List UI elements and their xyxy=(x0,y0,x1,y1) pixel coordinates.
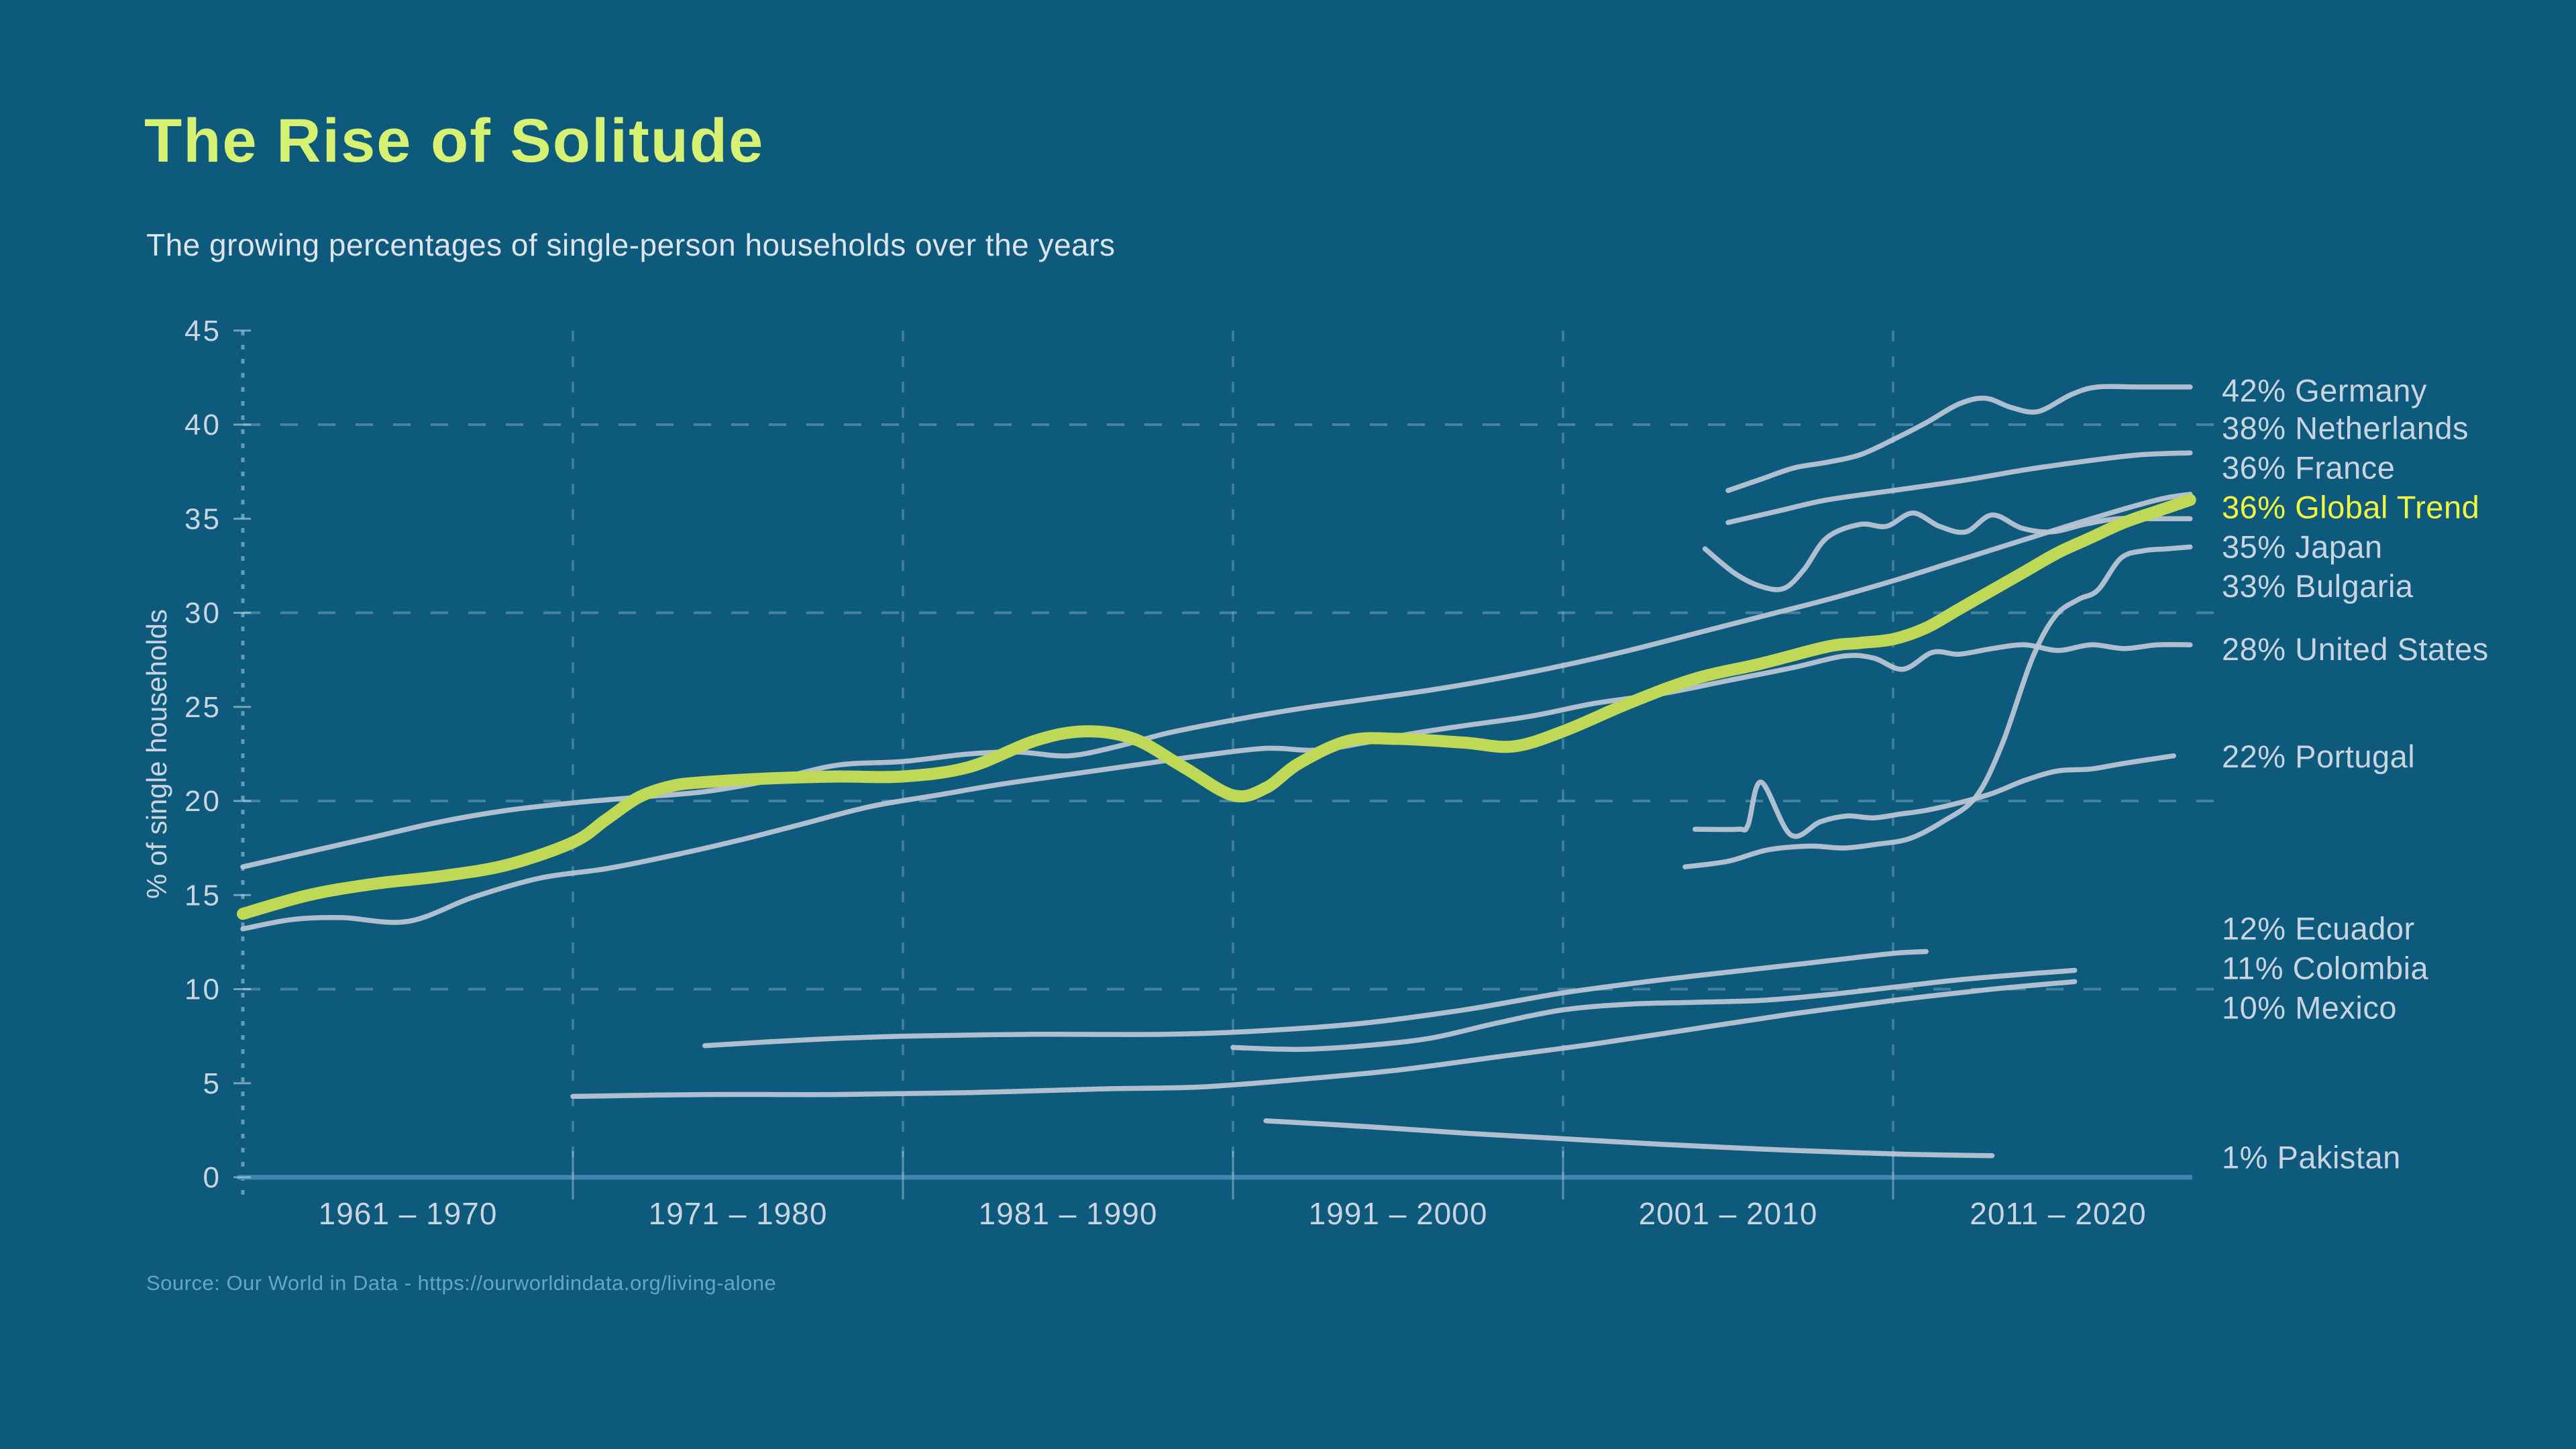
series-lines xyxy=(237,384,2196,1159)
series-line-ecuador xyxy=(702,949,1929,1049)
series-label-pakistan: 1% Pakistan xyxy=(2222,1140,2401,1175)
series-label-united-states: 28% United States xyxy=(2222,631,2489,667)
series-line-germany xyxy=(1725,384,2193,493)
series-line-france xyxy=(240,492,2193,869)
x-decade-label-1961-–-1970: 1961 – 1970 xyxy=(319,1196,498,1231)
series-line-global-trend xyxy=(237,494,2196,920)
y-tick-label-40: 40 xyxy=(184,409,221,441)
x-decade-label-2011-–-2020: 2011 – 2020 xyxy=(1970,1196,2146,1231)
series-label-global-trend: 36% Global Trend xyxy=(2222,489,2479,525)
y-tick-label-25: 25 xyxy=(184,691,221,724)
series-label-netherlands: 38% Netherlands xyxy=(2222,411,2469,446)
page-subtitle: The growing percentages of single-person… xyxy=(146,227,1116,262)
series-line-japan xyxy=(1702,511,2193,592)
series-label-mexico: 10% Mexico xyxy=(2222,990,2397,1026)
x-decade-label-1981-–-1990: 1981 – 1990 xyxy=(979,1196,1158,1231)
x-decade-label-2001-–-2010: 2001 – 2010 xyxy=(1639,1196,1818,1231)
series-label-ecuador: 12% Ecuador xyxy=(2222,911,2415,947)
y-tick-label-15: 15 xyxy=(184,879,221,912)
y-tick-label-10: 10 xyxy=(184,973,221,1006)
series-label-colombia: 11% Colombia xyxy=(2222,951,2429,986)
series-line-portugal xyxy=(1693,753,2176,839)
series-label-portugal: 22% Portugal xyxy=(2222,739,2415,774)
x-decade-label-1991-–-2000: 1991 – 2000 xyxy=(1309,1196,1488,1231)
series-label-germany: 42% Germany xyxy=(2222,373,2427,409)
series-line-netherlands xyxy=(1725,450,2193,525)
series-label-bulgaria: 33% Bulgaria xyxy=(2222,568,2414,604)
axes: 0 5 10 15 20 25 30 35 40 45 1961 – 1970 1971 – 1980… xyxy=(141,315,2192,1231)
y-tick-label-0: 0 xyxy=(203,1161,221,1194)
y-tick-label-45: 45 xyxy=(184,315,221,347)
source-note: Source: Our World in Data - https://ourw… xyxy=(146,1271,777,1295)
y-axis-title: % of single households xyxy=(141,609,172,899)
series-line-colombia xyxy=(1230,967,2078,1053)
series-line-mexico xyxy=(570,979,2078,1099)
y-tick-label-30: 30 xyxy=(184,597,221,630)
series-line-pakistan xyxy=(1263,1118,1995,1159)
y-tick-label-35: 35 xyxy=(184,502,221,535)
series-line-bulgaria xyxy=(1682,544,2193,869)
y-tick-label-20: 20 xyxy=(184,785,221,818)
x-decade-label-1971-–-1980: 1971 – 1980 xyxy=(649,1196,828,1231)
page-title: The Rise of Solitude xyxy=(144,107,765,175)
series-label-japan: 35% Japan xyxy=(2222,529,2383,564)
y-tick-label-5: 5 xyxy=(203,1067,221,1100)
series-label-france: 36% France xyxy=(2222,450,2395,486)
grid xyxy=(241,331,2214,1201)
